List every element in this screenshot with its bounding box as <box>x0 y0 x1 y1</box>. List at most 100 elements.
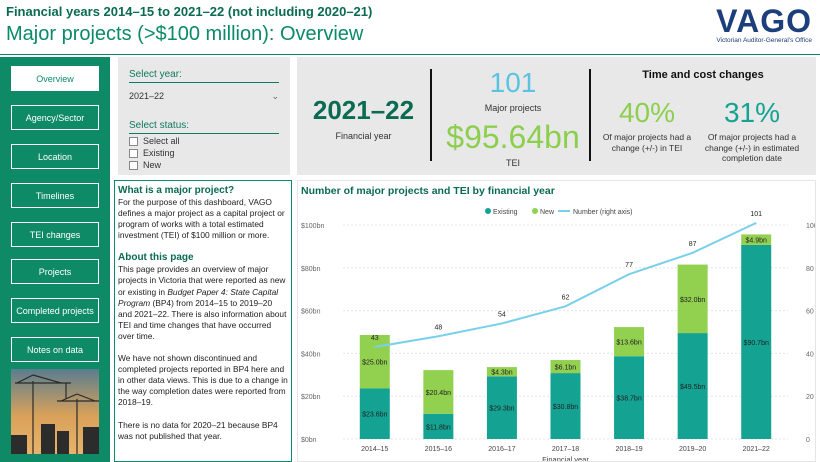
major-project-heading: What is a major project? <box>118 185 235 196</box>
year-dropdown[interactable]: 2021–22 ⌄ <box>129 91 279 105</box>
checkbox-box <box>129 160 138 170</box>
info-panel: What is a major project? For the purpose… <box>114 180 292 462</box>
bar-existing <box>677 333 708 439</box>
nav-completed-projects-button[interactable]: Completed projects <box>11 298 99 323</box>
bar-new-label: $6.1bn <box>555 365 577 372</box>
sidebar-nav: Overview Agency/Sector Location Timeline… <box>0 57 110 462</box>
select-status-label: Select status: <box>129 120 190 131</box>
bar-existing <box>423 413 454 439</box>
status-select-all-checkbox[interactable]: Select all <box>129 136 180 146</box>
no-data-note-text: There is no data for 2020–21 because BP4… <box>118 419 278 441</box>
x-tick-label: 2014–15 <box>361 446 388 453</box>
page-title: Major projects (>$100 million): Overview <box>6 23 364 45</box>
bar-existing-label: $49.5bn <box>680 384 705 391</box>
bar-new <box>741 234 772 245</box>
x-tick-label: 2019–20 <box>679 446 706 453</box>
bar-new <box>486 367 517 377</box>
number-point-label: 77 <box>625 262 633 269</box>
nav-location-button[interactable]: Location <box>11 144 99 169</box>
select-status-underline <box>129 133 279 134</box>
checkbox-label: New <box>143 160 162 170</box>
x-tick-label: 2018–19 <box>615 446 642 453</box>
x-tick-label: 2015–16 <box>425 446 452 453</box>
kpi-project-count-label: Major projects <box>484 103 542 113</box>
nav-agency-sector-button[interactable]: Agency/Sector <box>11 105 99 130</box>
kpi-divider <box>589 69 591 161</box>
checkbox-label: Existing <box>143 148 175 158</box>
bar-existing <box>741 244 772 439</box>
bar-new <box>677 264 708 334</box>
x-tick-label: 2016–17 <box>488 446 515 453</box>
x-axis-title: Financial year <box>542 455 589 461</box>
bar-existing <box>359 388 390 439</box>
logo-text: VAGO <box>716 3 812 39</box>
y2-tick-label: 100 <box>806 223 815 230</box>
header-divider <box>0 54 820 55</box>
bar-new-label: $20.4bn <box>426 390 451 397</box>
y2-tick-label: 80 <box>806 266 814 273</box>
time-cost-title: Time and cost changes <box>642 69 764 81</box>
projects-tei-chart: $0bn $20bn $40bn $60bn $80bn $100bn 0 20 40 60 80 1… <box>301 208 818 462</box>
discontinued-note-text: We have not shown discontinued and compl… <box>118 353 288 408</box>
select-year-underline <box>129 82 279 83</box>
bar-existing-label: $11.8bn <box>426 424 451 431</box>
legend-marker <box>485 208 491 214</box>
bar-new <box>550 360 581 374</box>
completion-change-pct: 31% <box>723 97 781 128</box>
nav-overview-button[interactable]: Overview <box>11 66 99 91</box>
nav-tei-changes-button[interactable]: TEI changes <box>11 222 99 247</box>
number-point-label: 62 <box>562 294 570 301</box>
kpi-panel: 2021–22 Financial year 101 Major project… <box>297 57 816 175</box>
logo-subtext: Victorian Auditor-General's Office <box>716 37 812 44</box>
nav-notes-on-data-button[interactable]: Notes on data <box>11 337 99 362</box>
chevron-down-icon: ⌄ <box>271 91 279 101</box>
y2-tick-label: 20 <box>806 394 814 401</box>
filter-panel: Select year: 2021–22 ⌄ Select status: Se… <box>118 57 290 175</box>
bar-new-label: $25.0bn <box>362 360 387 367</box>
year-dropdown-value: 2021–22 <box>129 91 165 101</box>
bar-new <box>614 327 645 357</box>
bar-new <box>423 370 454 414</box>
y2-tick-label: 0 <box>806 437 810 444</box>
number-point-label: 48 <box>434 324 442 331</box>
bar-existing-label: $90.7bn <box>744 340 769 347</box>
y-tick-label: $100bn <box>301 223 324 230</box>
checkbox-box <box>129 136 138 146</box>
about-page-text: This page provides an overview of major … <box>118 264 287 341</box>
number-point-label: 101 <box>750 211 762 218</box>
chart-panel: Number of major projects and TEI by fina… <box>297 180 818 462</box>
x-tick-label: 2021–22 <box>743 446 770 453</box>
kpi-tei-value: $95.64bn <box>446 119 580 155</box>
y2-tick-label: 60 <box>806 309 814 316</box>
bar-existing-label: $38.7bn <box>616 396 641 403</box>
tei-change-pct: 40% <box>618 97 676 128</box>
tei-change-label: Of major projects had a change (+/-) in … <box>602 132 692 153</box>
nav-timelines-button[interactable]: Timelines <box>11 183 99 208</box>
checkbox-label: Select all <box>143 136 180 146</box>
legend-marker <box>532 208 538 214</box>
status-new-checkbox[interactable]: New <box>129 160 161 170</box>
status-existing-checkbox[interactable]: Existing <box>129 148 175 158</box>
x-tick-label: 2017–18 <box>552 446 579 453</box>
checkbox-box <box>129 148 138 158</box>
legend-label: New <box>540 209 555 216</box>
number-point-label: 87 <box>689 241 697 248</box>
bar-existing-label: $29.3bn <box>489 406 514 413</box>
kpi-project-count: 101 <box>489 67 537 98</box>
major-project-text: For the purpose of this dashboard, VAGO … <box>118 197 285 241</box>
bar-existing-label: $23.6bn <box>362 412 387 419</box>
select-year-label: Select year: <box>129 69 182 80</box>
bar-existing <box>486 376 517 439</box>
y-tick-label: $40bn <box>301 351 321 358</box>
nav-projects-button[interactable]: Projects <box>11 259 99 284</box>
number-point-label: 43 <box>371 335 379 342</box>
y2-tick-label: 40 <box>806 351 814 358</box>
legend-label: Existing <box>493 209 518 216</box>
page-subtitle: Financial years 2014–15 to 2021–22 (not … <box>6 4 373 19</box>
kpi-financial-year-label: Financial year <box>335 131 392 141</box>
number-point-label: 54 <box>498 311 506 318</box>
chart-title: Number of major projects and TEI by fina… <box>301 185 555 197</box>
bar-new-label: $4.9bn <box>746 238 768 245</box>
bar-new-label: $32.0bn <box>680 297 705 304</box>
completion-change-label: Of major projects had a change (+/-) in … <box>704 132 800 163</box>
